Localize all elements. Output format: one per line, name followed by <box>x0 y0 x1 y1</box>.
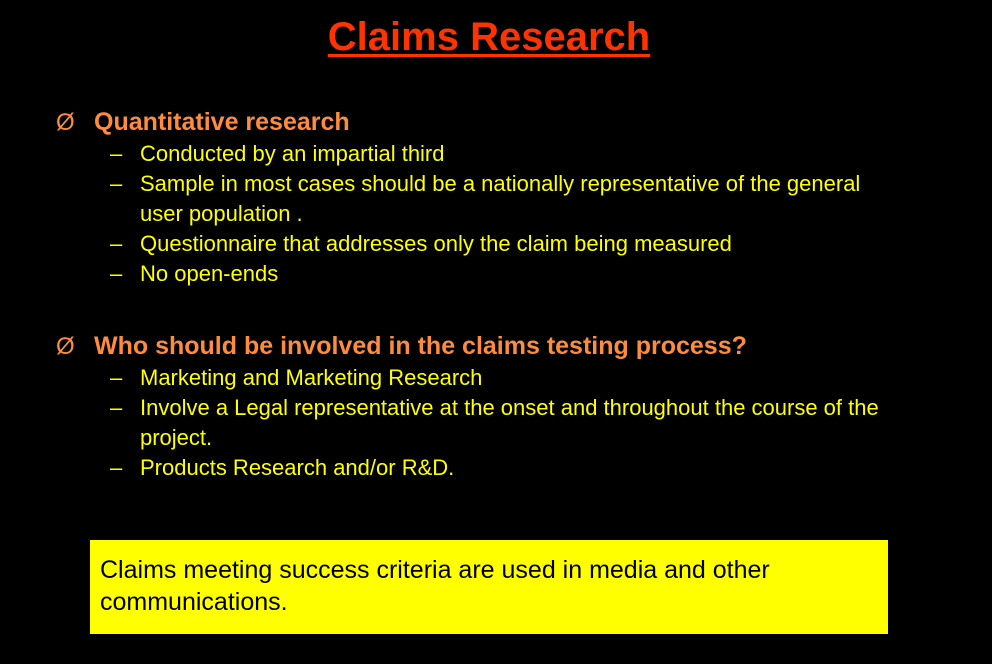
list-item-text: Marketing and Marketing Research <box>140 365 483 390</box>
list-item-text: Questionnaire that addresses only the cl… <box>140 231 732 256</box>
dash-bullet-icon: – <box>110 261 123 286</box>
callout-text: Claims meeting success criteria are used… <box>100 556 770 616</box>
arrow-bullet-icon: Ø <box>56 109 75 136</box>
list-item-text: Conducted by an impartial third <box>140 141 445 166</box>
slide-title: Claims Research <box>327 15 651 59</box>
list-item: – No open-ends <box>56 259 956 289</box>
dash-bullet-icon: – <box>110 395 123 420</box>
list-item: – Questionnaire that addresses only the … <box>56 229 956 259</box>
dash-bullet-icon: – <box>110 231 123 256</box>
list-item-text: Sample in most cases should be a nationa… <box>140 171 861 226</box>
arrow-bullet-icon: Ø <box>56 333 75 360</box>
dash-bullet-icon: – <box>110 141 123 166</box>
list-item: – Conducted by an impartial third <box>56 139 956 169</box>
section-who-should-be-involved: Ø Who should be involved in the claims t… <box>56 330 956 483</box>
section-heading-text: Who should be involved in the claims tes… <box>94 332 747 360</box>
dash-bullet-icon: – <box>110 455 123 480</box>
list-item-text: Products Research and/or R&D. <box>140 455 455 480</box>
callout-box: Claims meeting success criteria are used… <box>90 540 888 634</box>
dash-bullet-icon: – <box>110 365 123 390</box>
list-item-text: No open-ends <box>140 261 279 286</box>
section-quantitative-research: Ø Quantitative research – Conducted by a… <box>56 106 956 289</box>
list-item-text: Involve a Legal representative at the on… <box>140 395 879 450</box>
sub-bullet-list: – Marketing and Marketing Research – Inv… <box>56 363 956 483</box>
section-heading: Ø Quantitative research <box>56 106 956 139</box>
list-item: – Products Research and/or R&D. <box>56 453 956 483</box>
list-item: – Involve a Legal representative at the … <box>56 393 956 453</box>
list-item: – Sample in most cases should be a natio… <box>56 169 956 229</box>
dash-bullet-icon: – <box>110 171 123 196</box>
section-heading: Ø Who should be involved in the claims t… <box>56 330 956 363</box>
sub-bullet-list: – Conducted by an impartial third – Samp… <box>56 139 956 289</box>
list-item: – Marketing and Marketing Research <box>56 363 956 393</box>
section-heading-text: Quantitative research <box>94 108 350 136</box>
